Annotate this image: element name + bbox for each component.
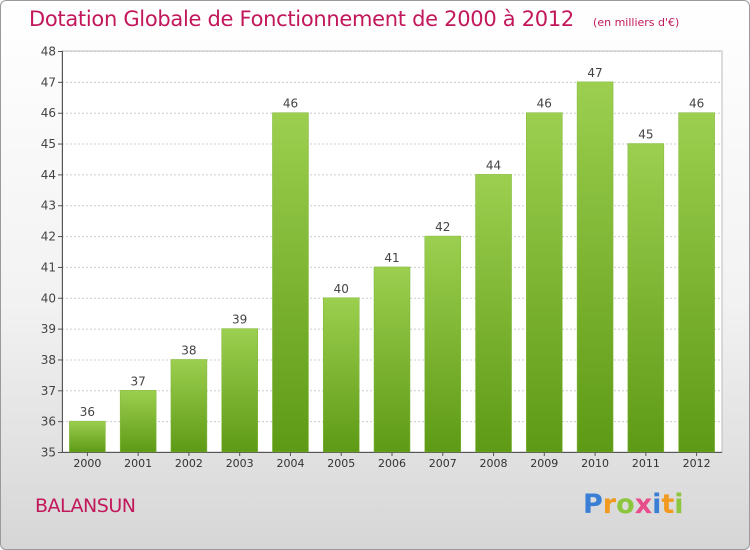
data-label: 39 [232,313,247,327]
bar [424,235,462,453]
x-tick-label: 2002 [175,457,203,470]
x-tick-label: 2006 [378,457,406,470]
logo-letter: i [674,489,684,520]
bar [69,420,106,453]
bar [576,81,614,453]
data-label: 46 [537,97,552,111]
logo-letter: P [583,489,603,520]
y-tick-label: 46 [41,106,56,120]
y-tick-label: 39 [41,322,56,336]
y-tick-label: 35 [41,446,56,460]
y-tick-label: 38 [41,353,56,367]
data-label: 47 [587,66,602,80]
x-tick-label: 2005 [327,457,355,470]
y-tick-label: 45 [41,137,56,151]
bar [272,112,309,453]
x-tick-label: 2004 [276,457,304,470]
data-label: 46 [689,97,704,111]
x-tick-label: 2007 [429,457,457,470]
chart-title-block: Dotation Globale de Fonctionnement de 20… [29,7,679,31]
data-label: 45 [638,128,653,142]
x-tick-label: 2010 [581,457,609,470]
data-label: 38 [181,343,196,357]
x-tick-label: 2011 [632,457,660,470]
x-tick-label: 2003 [226,457,254,470]
proxiti-logo[interactable]: Proxiti [583,489,684,520]
y-tick-label: 41 [41,260,56,274]
y-tick-label: 40 [41,291,56,305]
data-label: 36 [80,405,95,419]
data-label: 46 [283,97,298,111]
data-label: 42 [435,220,450,234]
y-tick-label: 48 [41,45,56,59]
data-label: 40 [334,282,349,296]
bar [119,390,157,453]
x-tick-label: 2000 [73,457,101,470]
chart-title: Dotation Globale de Fonctionnement de 20… [29,7,574,31]
data-label: 37 [131,374,146,388]
bar [678,112,715,453]
y-tick-label: 37 [41,384,56,398]
bar [373,266,411,453]
logo-letter: o [616,489,635,520]
x-tick-label: 2001 [124,457,152,470]
bar [170,359,208,453]
bar [627,143,665,453]
chart-subtitle: (en milliers d'€) [593,16,680,29]
x-tick-label: 2008 [480,457,508,470]
bar [221,328,258,453]
y-tick-label: 47 [41,75,56,89]
y-tick-label: 42 [41,230,56,244]
x-tick-label: 2012 [683,457,711,470]
data-label: 44 [486,158,501,172]
commune-name: BALANSUN [35,495,136,517]
logo-letter: i [652,489,662,520]
y-tick-label: 36 [41,415,56,429]
y-tick-label: 44 [41,168,56,182]
bar [526,112,563,453]
x-tick-label: 2009 [530,457,558,470]
logo-letter: x [634,489,653,520]
logo-letter: t [661,489,675,520]
bar [322,297,360,453]
bar [475,174,512,453]
y-tick-label: 43 [41,199,56,213]
logo-letter: r [602,489,617,520]
data-label: 41 [384,251,399,265]
